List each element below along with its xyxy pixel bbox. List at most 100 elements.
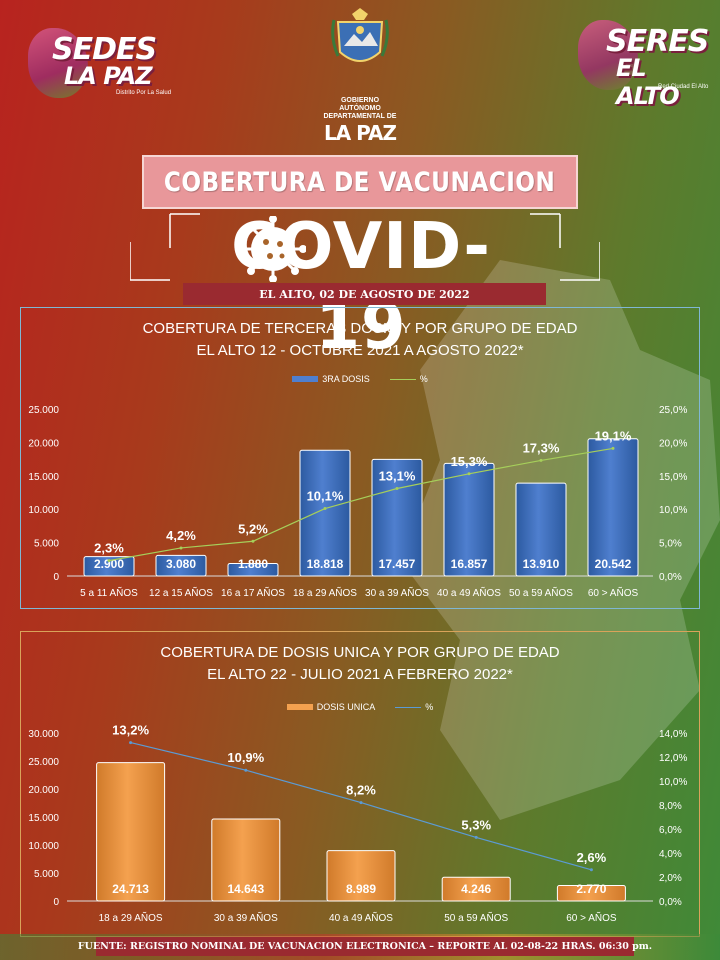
bar-value-label: 24.713 bbox=[112, 882, 149, 896]
y-left-tick-label: 20.000 bbox=[28, 438, 59, 449]
y-right-tick-label: 10,0% bbox=[659, 777, 687, 788]
percentage-label: 2,3% bbox=[94, 541, 124, 556]
x-category-label: 18 a 29 AÑOS bbox=[99, 911, 163, 924]
bar-value-label: 8.989 bbox=[346, 882, 376, 896]
percentage-label: 13,1% bbox=[379, 468, 416, 483]
percentage-point bbox=[474, 835, 478, 839]
chart1-subtitle: EL ALTO 12 - OCTUBRE 2021 A AGOSTO 2022* bbox=[196, 342, 524, 359]
percentage-label: 13,2% bbox=[112, 723, 149, 738]
bar bbox=[299, 449, 351, 577]
bar-value-label: 3.080 bbox=[166, 557, 196, 571]
percentage-point bbox=[395, 486, 399, 490]
x-category-label: 5 a 11 AÑOS bbox=[80, 586, 138, 599]
bar bbox=[96, 762, 166, 902]
percentage-label: 10,1% bbox=[307, 489, 344, 504]
x-category-label: 30 a 39 AÑOS bbox=[214, 911, 278, 924]
page-title-box: COBERTURA DE VACUNACION bbox=[142, 155, 578, 209]
sedes-la-paz-logo: SEDES LA PAZ Distrito Por La Salud bbox=[28, 28, 171, 104]
bar-value-label: 16.857 bbox=[451, 557, 488, 571]
y-left-tick-label: 5.000 bbox=[34, 539, 59, 550]
y-right-tick-label: 2,0% bbox=[659, 873, 682, 884]
chart2-legend-bar-label: DOSIS UNICA bbox=[316, 702, 376, 712]
y-right-tick-label: 4,0% bbox=[659, 849, 682, 860]
y-left-tick-label: 15.000 bbox=[28, 472, 59, 483]
bar bbox=[227, 562, 279, 577]
logo-right-sub: Red Ciudad El Alto bbox=[658, 84, 709, 90]
logo-right-line2: EL ALTO bbox=[616, 54, 680, 110]
y-right-tick-label: 15,0% bbox=[659, 472, 687, 483]
percentage-point bbox=[359, 801, 363, 805]
chart1-legend-line: % bbox=[389, 374, 428, 384]
logo-shape-right bbox=[578, 20, 638, 90]
bar bbox=[556, 884, 626, 902]
percentage-label: 19,1% bbox=[595, 428, 632, 443]
percentage-line bbox=[108, 447, 614, 562]
x-category-label: 50 a 59 AÑOS bbox=[444, 911, 508, 924]
bar-value-label: 18.818 bbox=[307, 557, 344, 571]
chart2-subtitle: EL ALTO 22 - JULIO 2021 A FEBRERO 2022* bbox=[207, 666, 513, 683]
page-title: COBERTURA DE VACUNACION bbox=[164, 166, 556, 198]
bar bbox=[443, 462, 495, 577]
bar-value-label: 20.542 bbox=[595, 557, 632, 571]
percentage-point bbox=[589, 868, 593, 872]
bar bbox=[371, 458, 423, 577]
y-right-tick-label: 20,0% bbox=[659, 438, 687, 449]
percentage-point bbox=[539, 458, 543, 462]
y-right-tick-label: 12,0% bbox=[659, 753, 687, 764]
seres-el-alto-logo: SERES EL ALTO Red Ciudad El Alto bbox=[578, 20, 709, 110]
chart2-legend: DOSIS UNICA % bbox=[21, 702, 699, 712]
bar-value-label: 2.900 bbox=[94, 557, 124, 571]
percentage-point bbox=[611, 446, 615, 450]
legend-swatch-line bbox=[389, 378, 416, 380]
percentage-point bbox=[179, 546, 183, 550]
logo-shape-left bbox=[28, 28, 88, 98]
chart-single-dose-panel: COBERTURA DE DOSIS UNICA Y POR GRUPO DE … bbox=[20, 631, 700, 937]
y-left-tick-label: 0 bbox=[53, 897, 59, 908]
y-left-tick-label: 0 bbox=[53, 572, 59, 583]
y-right-tick-label: 10,0% bbox=[659, 505, 687, 516]
logo-left-line1: SEDES bbox=[52, 32, 157, 67]
bar-value-label: 17.457 bbox=[379, 557, 416, 571]
y-right-tick-label: 6,0% bbox=[659, 825, 682, 836]
y-right-tick-label: 14,0% bbox=[659, 729, 687, 740]
logo-center-departamental: DEPARTAMENTAL DE bbox=[323, 113, 397, 120]
y-left-tick-label: 25.000 bbox=[28, 405, 59, 416]
bar bbox=[211, 818, 281, 902]
bar bbox=[515, 482, 567, 577]
percentage-label: 10,9% bbox=[227, 750, 264, 765]
logo-center-lapaz: LA PAZ bbox=[324, 121, 397, 145]
chart2-legend-line: % bbox=[395, 702, 433, 712]
y-left-tick-label: 25.000 bbox=[28, 757, 59, 768]
x-category-label: 16 a 17 AÑOS bbox=[221, 586, 285, 599]
x-category-label: 40 a 49 AÑOS bbox=[437, 586, 501, 599]
chart1-svg: 0 5.000 10.000 15.000 20.000 25.000 0,0% 5,0% 10… bbox=[28, 405, 687, 599]
bar-value-label: 2.770 bbox=[576, 882, 606, 896]
y-right-tick-label: 8,0% bbox=[659, 801, 682, 812]
bar bbox=[83, 556, 135, 577]
legend-swatch-line bbox=[395, 706, 422, 708]
logo-left-line2: LA PAZ bbox=[64, 62, 153, 90]
bar bbox=[587, 438, 639, 577]
x-category-label: 18 a 29 AÑOS bbox=[293, 586, 357, 599]
y-left-tick-label: 20.000 bbox=[28, 785, 59, 796]
percentage-label: 17,3% bbox=[523, 440, 560, 455]
x-category-label: 40 a 49 AÑOS bbox=[329, 911, 393, 924]
chart1-legend-line-label: % bbox=[419, 374, 428, 384]
y-right-tick-label: 5,0% bbox=[659, 539, 682, 550]
percentage-label: 5,3% bbox=[461, 817, 491, 832]
chart1-legend: 3RA DOSIS % bbox=[21, 374, 699, 384]
percentage-label: 4,2% bbox=[166, 528, 196, 543]
percentage-label: 2,6% bbox=[577, 850, 607, 865]
y-right-tick-label: 25,0% bbox=[659, 405, 687, 416]
legend-swatch-bar bbox=[292, 376, 319, 382]
percentage-point bbox=[244, 768, 248, 772]
chart1-title: COBERTURA DE TERCERAS DOSIS Y POR GRUPO … bbox=[142, 320, 578, 337]
y-right-tick-label: 0,0% bbox=[659, 897, 682, 908]
bar bbox=[326, 850, 396, 902]
bar-value-label: 4.246 bbox=[461, 882, 491, 896]
logo-right-line1: SERES bbox=[606, 24, 709, 59]
covid-heading: COVID-19 bbox=[231, 210, 491, 364]
coat-of-arms-icon bbox=[331, 8, 389, 62]
chart1-legend-bar: 3RA DOSIS bbox=[292, 374, 370, 384]
